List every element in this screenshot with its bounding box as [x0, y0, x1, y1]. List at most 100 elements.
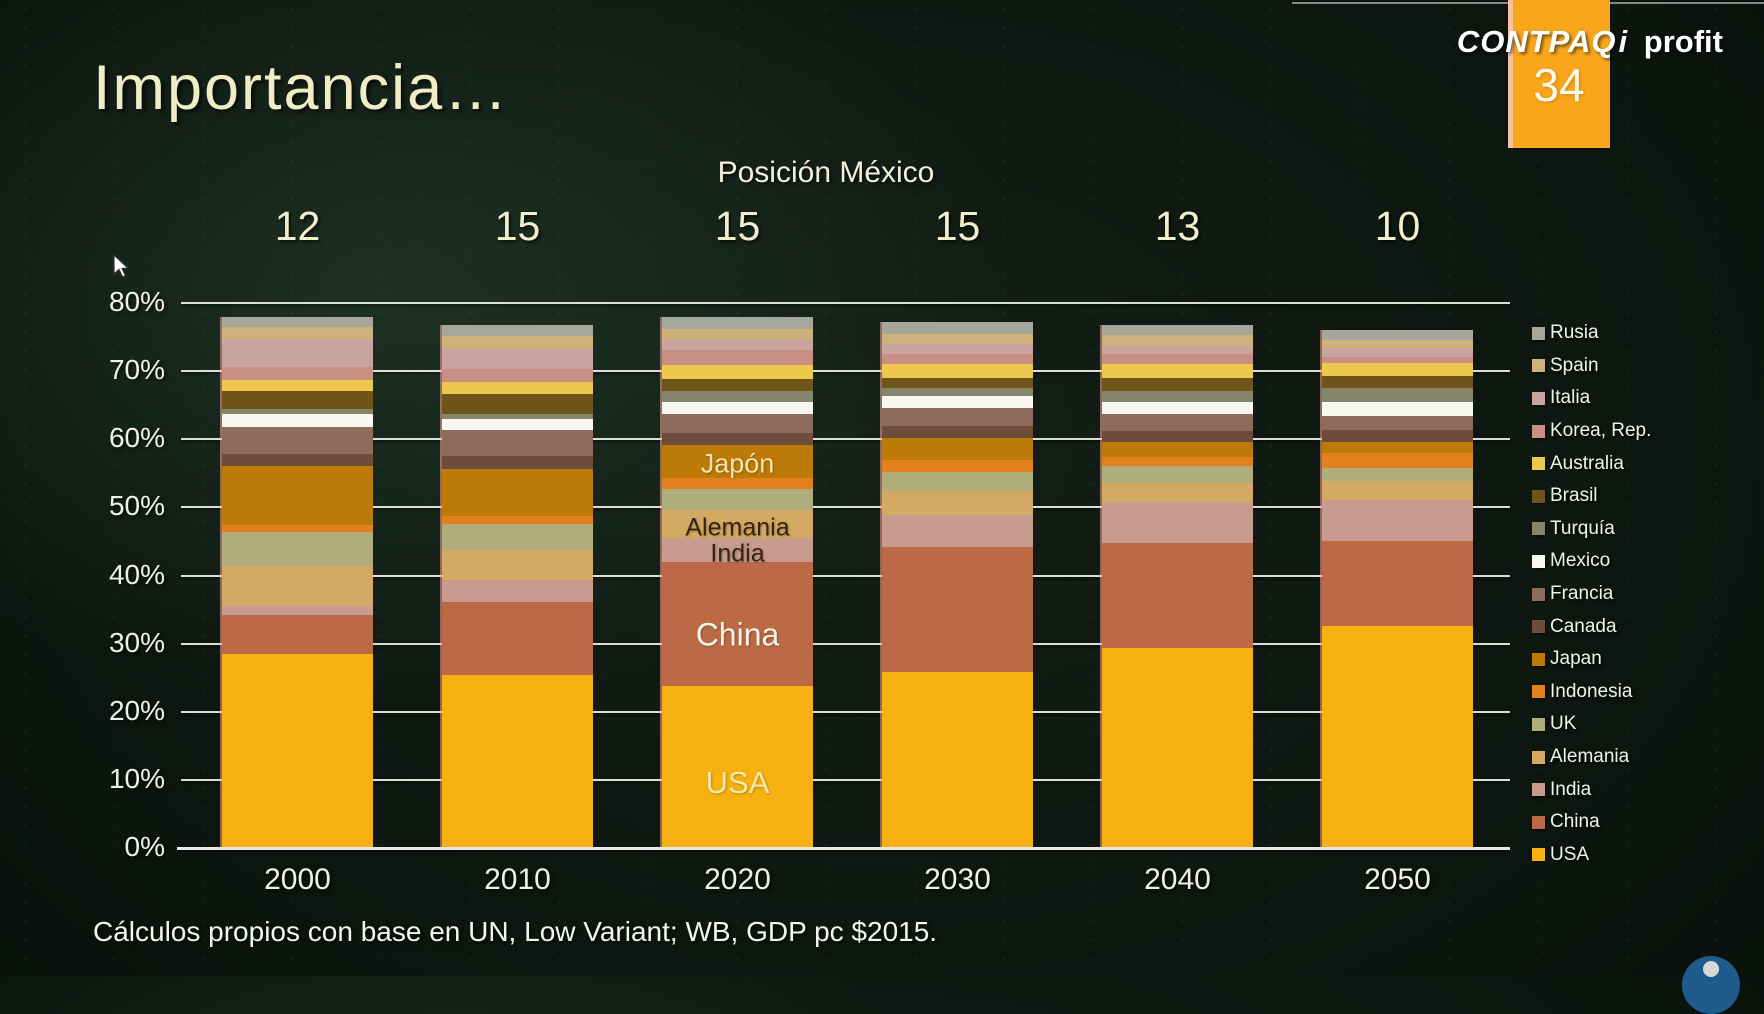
- segment-2000-Brasil: [220, 390, 373, 410]
- legend-label: China: [1550, 811, 1600, 833]
- segment-2030-Alemania: [880, 491, 1033, 515]
- legend-swatch-icon: [1532, 652, 1545, 666]
- segment-2020-USA: [660, 685, 813, 848]
- segment-2050-Alemania: [1320, 481, 1473, 501]
- segment-2050-Italia: [1320, 348, 1473, 357]
- legend-item-Australia: Australia: [1532, 447, 1762, 480]
- legend-swatch-icon: [1532, 457, 1545, 471]
- segment-2040-Japan: [1100, 442, 1253, 457]
- segment-2010-USA: [440, 675, 593, 847]
- segment-2030-Mexico: [880, 396, 1033, 408]
- legend-label: USA: [1550, 843, 1590, 865]
- segment-2010-Korea, Rep.: [440, 369, 593, 383]
- legend-label: Italia: [1550, 387, 1591, 409]
- segment-2040-UK: [1100, 466, 1253, 484]
- source-note: Cálculos propios con base en UN, Low Var…: [93, 916, 938, 947]
- segment-2050-Turquía: [1320, 387, 1473, 403]
- segment-2050-India: [1320, 500, 1473, 542]
- stacked-bar-chart: Japón Alemania India China USA: [177, 302, 1510, 850]
- segment-2040-Korea, Rep.: [1100, 353, 1253, 365]
- segment-2000-China: [220, 615, 373, 654]
- segment-2000-Mexico: [220, 413, 373, 427]
- legend-swatch-icon: [1532, 620, 1545, 634]
- segment-2000-Italia: [220, 339, 373, 367]
- logo-orange-band: 34: [1508, 0, 1610, 148]
- segment-2010-Indonesia: [440, 515, 593, 525]
- mexico-position-2010: 15: [494, 203, 541, 249]
- gridline-60: [181, 438, 1510, 441]
- segment-2020-India: [660, 538, 813, 562]
- segment-2010-Brasil: [440, 393, 593, 414]
- gridline-80: [181, 302, 1510, 304]
- mexico-position-2050: 10: [1374, 203, 1421, 249]
- y-tick-label: 50%: [108, 490, 165, 522]
- segment-2020-UK: [660, 488, 813, 511]
- segment-2010-Canada: [440, 455, 593, 469]
- presenter-bubble-dot: [1703, 961, 1719, 977]
- segment-2010-Alemania: [440, 549, 593, 580]
- legend-item-Japan: Japan: [1532, 643, 1762, 676]
- legend-item-Rusia: Rusia: [1532, 317, 1762, 350]
- segment-2010-China: [440, 601, 593, 676]
- segment-2050-Brasil: [1320, 376, 1473, 388]
- y-tick-label: 20%: [108, 694, 165, 726]
- legend-item-Spain: Spain: [1532, 350, 1762, 383]
- gridline-40: [181, 574, 1510, 577]
- segment-2030-Rusia: [880, 321, 1033, 335]
- segment-2040-USA: [1100, 648, 1253, 847]
- segment-2050-USA: [1320, 626, 1473, 847]
- segment-2050-Indonesia: [1320, 452, 1473, 468]
- segment-2050-UK: [1320, 467, 1473, 482]
- legend-label: UK: [1550, 713, 1577, 735]
- x-tick-label-2030: 2030: [924, 863, 991, 896]
- gridline-70: [181, 370, 1510, 373]
- legend-label: Australia: [1550, 452, 1624, 474]
- segment-2030-USA: [880, 671, 1033, 848]
- segment-2050-Australia: [1320, 363, 1473, 377]
- legend-item-Italia: Italia: [1532, 382, 1762, 415]
- y-tick-label: 60%: [108, 422, 165, 454]
- mexico-position-2020: 15: [714, 203, 761, 249]
- segment-2030-Canada: [880, 426, 1033, 438]
- segment-2020-Korea, Rep.: [660, 350, 813, 366]
- legend-item-Indonesia: Indonesia: [1532, 676, 1762, 709]
- legend-swatch-icon: [1532, 685, 1545, 699]
- legend-swatch-icon: [1532, 554, 1545, 568]
- segment-2040-Alemania: [1100, 483, 1253, 503]
- segment-2010-India: [440, 579, 593, 602]
- x-tick-label-2040: 2040: [1144, 863, 1211, 896]
- mexico-position-2040: 13: [1154, 203, 1201, 249]
- legend-label: Spain: [1550, 354, 1599, 376]
- legend-swatch-icon: [1532, 750, 1545, 764]
- y-tick-label: 40%: [108, 558, 165, 590]
- x-tick-label-2020: 2020: [704, 863, 771, 896]
- segment-2050-Canada: [1320, 430, 1473, 442]
- legend-label: Japan: [1550, 648, 1602, 670]
- segment-2010-Francia: [440, 430, 593, 456]
- segment-2000-Japan: [220, 466, 373, 526]
- segment-2030-Australia: [880, 364, 1033, 378]
- legend-label: Francia: [1550, 583, 1614, 605]
- segment-2000-USA: [220, 653, 373, 848]
- legend-item-Mexico: Mexico: [1532, 545, 1762, 578]
- segment-2000-UK: [220, 531, 373, 566]
- segment-2030-Francia: [880, 407, 1033, 427]
- gridline-30: [181, 642, 1510, 645]
- segment-2000-Rusia: [220, 317, 373, 328]
- segment-2010-Italia: [440, 349, 593, 370]
- x-tick-label-2010: 2010: [484, 863, 551, 896]
- page-title: Importancia…: [93, 53, 510, 123]
- gridline-10: [181, 778, 1510, 781]
- segment-2010-Turquía: [440, 413, 593, 419]
- segment-2000-Francia: [220, 426, 373, 455]
- segment-2020-Francia: [660, 413, 813, 434]
- mouse-cursor-icon: [113, 254, 130, 278]
- segment-2010-Rusia: [440, 325, 593, 337]
- segment-2020-Japan: [660, 445, 813, 479]
- legend-swatch-icon: [1532, 326, 1545, 340]
- mexico-position-2000: 12: [274, 203, 321, 249]
- segment-2010-Australia: [440, 382, 593, 394]
- legend-swatch-icon: [1532, 522, 1545, 536]
- legend-item-Canada: Canada: [1532, 610, 1762, 643]
- segment-2010-Mexico: [440, 418, 593, 431]
